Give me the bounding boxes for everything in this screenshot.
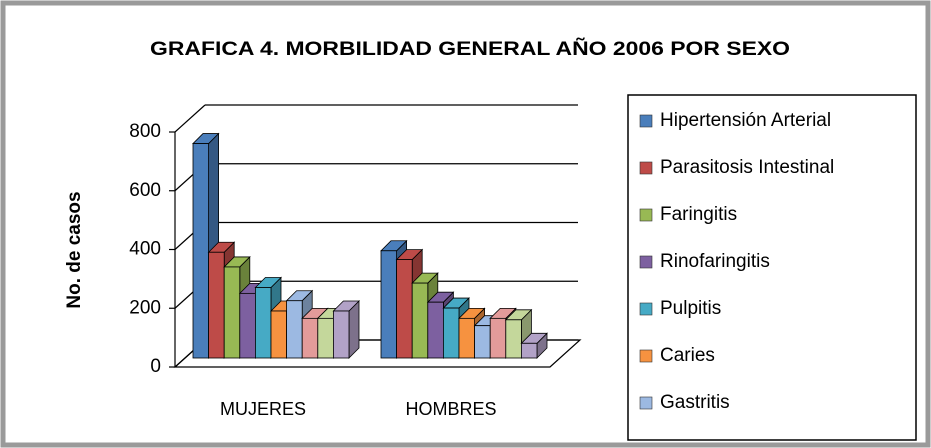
legend-swatch bbox=[639, 161, 653, 175]
legend-swatch bbox=[639, 255, 653, 269]
bar-front bbox=[489, 317, 507, 359]
y-tick-label: 600 bbox=[129, 180, 161, 201]
legend-label: Faringitis bbox=[660, 204, 737, 225]
bar-front bbox=[474, 325, 491, 359]
legend-swatch bbox=[639, 114, 653, 128]
legend-label: Caries bbox=[660, 345, 715, 366]
bar-front bbox=[301, 317, 319, 359]
bar-front bbox=[380, 250, 398, 359]
legend-label: Pulpitis bbox=[660, 298, 721, 319]
bar-front bbox=[505, 319, 522, 359]
bar-front bbox=[270, 310, 288, 359]
legend-swatch bbox=[639, 208, 653, 222]
y-axis-label: No. de casos bbox=[64, 191, 85, 308]
y-tick-label: 0 bbox=[150, 356, 161, 377]
legend-box bbox=[627, 94, 917, 441]
bar-front bbox=[458, 317, 476, 359]
legend-label: Hipertensión Arterial bbox=[660, 110, 831, 131]
bar-front bbox=[239, 292, 256, 359]
grid-line bbox=[174, 104, 206, 133]
bar-front bbox=[317, 317, 334, 359]
bar-front bbox=[442, 307, 460, 359]
bar-front bbox=[427, 301, 444, 359]
chart-title: GRAFICA 4. MORBILIDAD GENERAL AÑO 2006 P… bbox=[150, 38, 790, 60]
bar-front bbox=[521, 342, 538, 359]
legend-label: Rinofaringitis bbox=[660, 251, 770, 272]
y-tick-label: 200 bbox=[129, 297, 161, 318]
legend-swatch bbox=[639, 396, 653, 410]
legend-swatch bbox=[639, 349, 653, 363]
y-tick-label: 800 bbox=[129, 121, 161, 142]
legend-label: Gastritis bbox=[660, 392, 730, 413]
bar-front bbox=[286, 300, 303, 359]
bar-front bbox=[254, 287, 272, 359]
bar bbox=[520, 332, 548, 359]
bar bbox=[332, 300, 360, 359]
bar-front bbox=[411, 282, 429, 359]
bar-front bbox=[208, 251, 225, 359]
legend-label: Parasitosis Intestinal bbox=[660, 157, 834, 178]
y-tick-label: 400 bbox=[129, 239, 161, 260]
x-tick-label: HOMBRES bbox=[405, 399, 496, 419]
bar-front bbox=[192, 143, 210, 359]
legend-swatch bbox=[639, 302, 653, 316]
bar-front bbox=[223, 266, 241, 359]
bar-front bbox=[332, 310, 350, 359]
bar-front bbox=[396, 259, 413, 359]
x-tick-label: MUJERES bbox=[220, 399, 306, 419]
